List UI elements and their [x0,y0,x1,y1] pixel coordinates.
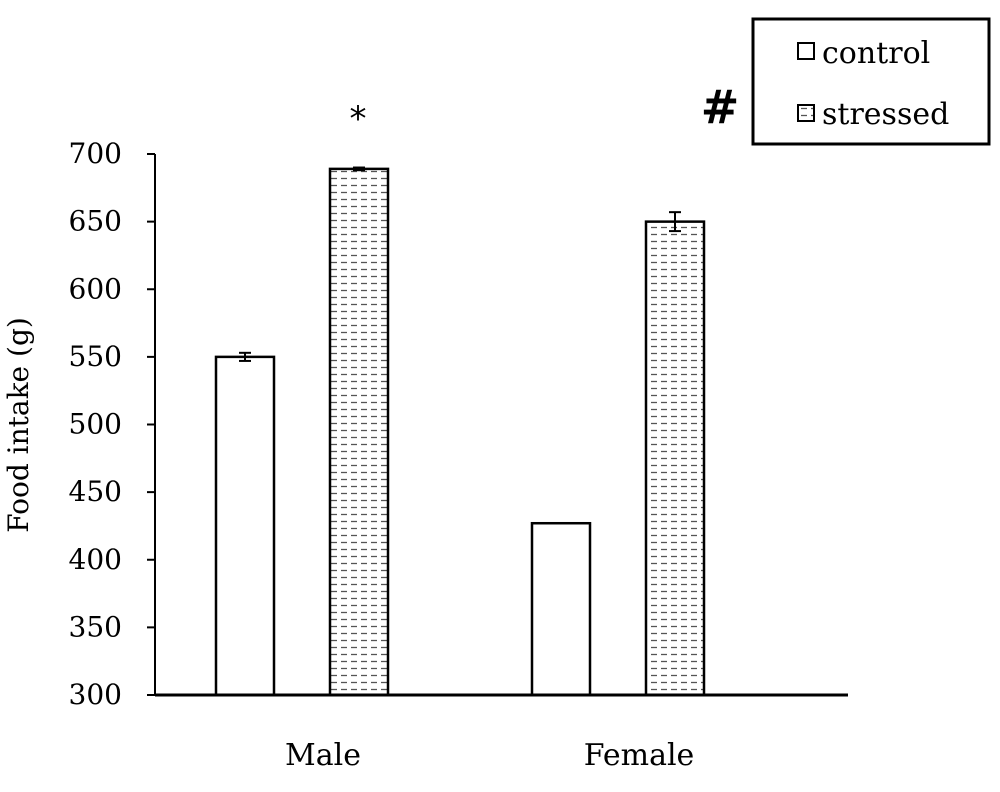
y-axis-title: Food intake (g) [2,317,35,533]
y-tick-label: 600 [69,272,122,305]
legend-label-control: control [822,36,930,71]
y-tick-label: 350 [69,610,122,643]
y-tick-label: 400 [69,543,122,576]
legend-swatch-control [797,42,815,60]
legend: control stressed [751,17,991,146]
category-label-female: Female [584,738,695,773]
legend-label-stressed: stressed [822,97,949,132]
y-tick-label: 500 [69,408,122,441]
bar-control-male [214,355,276,697]
bar-control-female [530,521,592,697]
y-tick-label: 300 [69,678,122,711]
bar-stressed-male [328,167,390,697]
legend-box [751,17,991,146]
significance-marker-female: # [701,80,740,134]
y-tick-label: 450 [69,475,122,508]
significance-marker-male: * [350,99,367,139]
y-tick-label: 650 [69,205,122,238]
plot-area: 300 350 400 450 500 550 600 650 700 Male Female [69,137,848,773]
y-tick-label: 700 [69,137,122,170]
category-label-male: Male [285,738,361,773]
legend-swatch-stressed [797,104,815,122]
y-tick-label: 550 [69,340,122,373]
bar-stressed-female [644,220,706,697]
